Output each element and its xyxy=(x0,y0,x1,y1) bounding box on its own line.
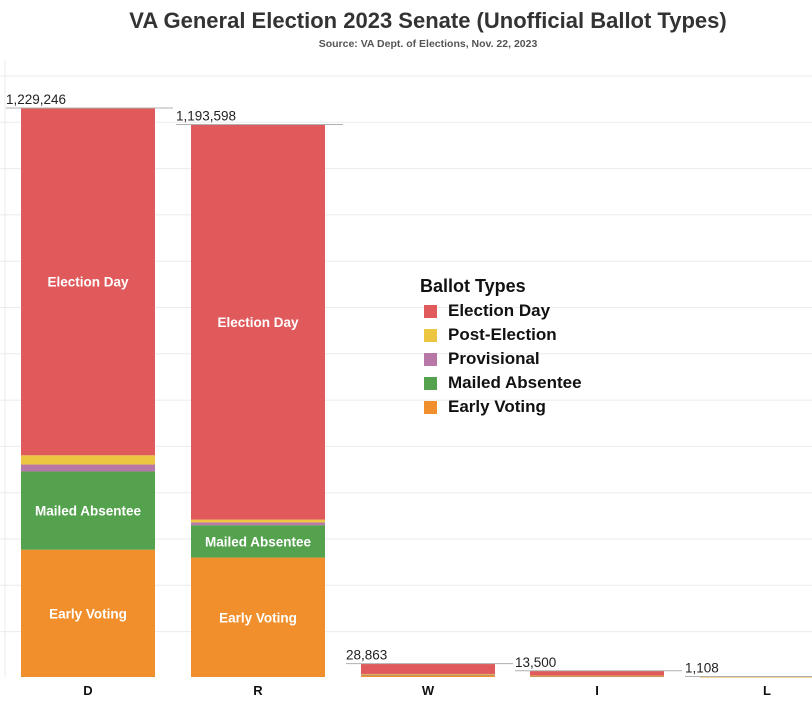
bar-segment-early-voting-i xyxy=(530,676,664,677)
segment-label-election-day: Election Day xyxy=(47,275,129,290)
segment-label-mailed-absentee: Mailed Absentee xyxy=(205,534,312,549)
legend-label: Mailed Absentee xyxy=(448,373,582,392)
bar-segment-post-election-w xyxy=(361,673,495,675)
legend-swatch-mailed-absentee xyxy=(424,376,437,390)
legend-swatch-election-day xyxy=(424,304,437,318)
segment-label-mailed-absentee: Mailed Absentee xyxy=(35,504,142,519)
total-label-l: 1,108 xyxy=(685,661,719,676)
bar-segment-early-voting-w xyxy=(361,675,495,677)
legend-swatch-early-voting xyxy=(424,400,437,414)
bar-segment-provisional-w xyxy=(361,674,495,676)
legend-label: Post-Election xyxy=(448,325,557,344)
total-label-i: 13,500 xyxy=(515,655,556,670)
bar-segment-early-voting-r xyxy=(191,557,325,677)
total-label-r: 1,193,598 xyxy=(176,109,236,124)
bar-segment-election-day-r xyxy=(191,124,325,520)
category-label-i: I xyxy=(595,683,599,698)
legend-label: Early Voting xyxy=(448,397,546,416)
bar-segment-election-day-d xyxy=(21,108,155,456)
bar-segment-post-election-i xyxy=(530,675,664,677)
legend-swatch-post-election xyxy=(424,328,437,342)
segment-label-early-voting: Early Voting xyxy=(49,606,127,621)
segment-label-early-voting: Early Voting xyxy=(219,610,297,625)
legend-item-mailed-absentee: Mailed Absentee xyxy=(420,371,582,395)
legend-item-early-voting: Early Voting xyxy=(420,395,582,419)
bar-segment-early-voting-d xyxy=(21,549,155,677)
bar-segment-provisional-i xyxy=(530,675,664,677)
legend-swatch-provisional xyxy=(424,352,437,366)
legend-item-election-day: Election Day xyxy=(420,299,582,323)
segment-label-election-day: Election Day xyxy=(217,315,299,330)
legend-item-provisional: Provisional xyxy=(420,347,582,371)
bar-segment-mailed-absentee-d xyxy=(21,471,155,550)
bar-segment-election-day-w xyxy=(361,663,495,674)
bar-segment-mailed-absentee-r xyxy=(191,525,325,558)
bar-segment-provisional-d xyxy=(21,464,155,472)
bar-segment-post-election-r xyxy=(191,519,325,523)
bar-segment-post-election-l xyxy=(700,676,812,678)
legend: Ballot Types Election Day Post-Election … xyxy=(420,276,582,419)
chart-subtitle: Source: VA Dept. of Elections, Nov. 22, … xyxy=(318,38,538,50)
bar-segment-provisional-r xyxy=(191,522,325,526)
total-label-d: 1,229,246 xyxy=(6,92,66,107)
category-label-d: D xyxy=(83,683,92,698)
legend-title: Ballot Types xyxy=(420,276,526,296)
bar-segment-election-day-i xyxy=(530,670,664,676)
total-label-w: 28,863 xyxy=(346,648,387,663)
category-label-w: W xyxy=(422,683,435,698)
legend-label: Provisional xyxy=(448,349,540,368)
legend-label: Election Day xyxy=(448,301,551,320)
legend-item-post-election: Post-Election xyxy=(420,323,582,347)
category-label-r: R xyxy=(253,683,263,698)
bar-segment-post-election-d xyxy=(21,455,155,465)
chart-title: VA General Election 2023 Senate (Unoffic… xyxy=(129,8,727,33)
category-label-l: L xyxy=(763,683,771,698)
